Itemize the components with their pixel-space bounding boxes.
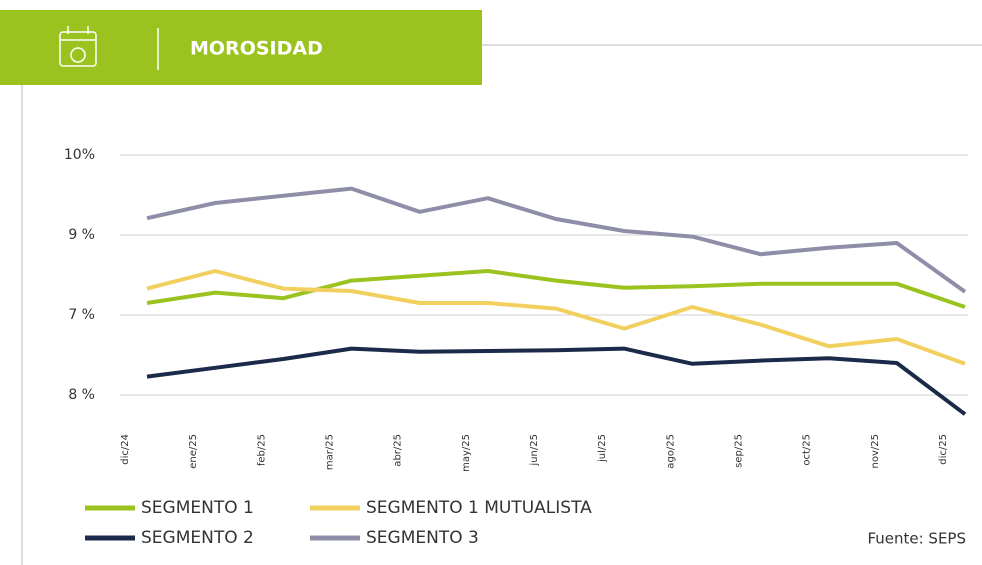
x-tick-label: dic/24 [120,434,131,465]
legend-label: SEGMENTO 3 [366,528,479,548]
series-line [146,346,967,416]
x-tick-label: abr/25 [393,434,404,467]
x-tick-label: dic/25 [938,434,949,465]
x-tick-label: ene/25 [188,434,199,469]
x-tick-label: sep/25 [734,434,745,468]
source: Fuente: SEPS [867,530,966,548]
series-line [146,186,967,294]
x-tick-label: jul/25 [597,434,608,463]
y-tick-label: 7 % [68,307,95,323]
y-tick-label: 10% [64,147,95,163]
legend-label: SEGMENTO 2 [141,528,254,548]
x-tick-label: feb/25 [256,434,267,466]
header-band [0,10,482,85]
y-tick-label: 8 % [68,387,95,403]
series-line [146,269,966,366]
header-icon [59,26,97,67]
x-tick-label: jun/25 [529,434,540,467]
series-line [146,269,966,309]
x-tick-label: oct/25 [802,434,813,466]
x-tick-label: mar/25 [325,434,336,470]
header-title: MOROSIDAD [190,38,323,60]
x-tick-label: ago/25 [665,434,676,469]
x-tick-label: nov/25 [870,434,881,468]
legend-label: SEGMENTO 1 MUTUALISTA [366,498,592,518]
y-tick-label: 9 % [68,227,95,243]
x-tick-label: may/25 [461,434,472,472]
legend-label: SEGMENTO 1 [141,498,254,518]
